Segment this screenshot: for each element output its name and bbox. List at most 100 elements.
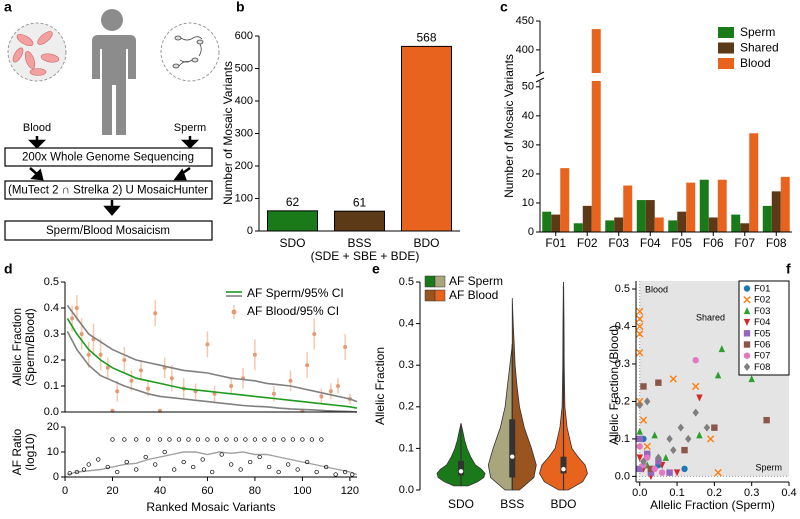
- point: [138, 368, 143, 373]
- bar: [686, 182, 696, 232]
- person: [92, 9, 136, 135]
- x-tick-label: F04: [640, 236, 661, 250]
- axis-break: [535, 77, 545, 83]
- y-tick-label: 500: [235, 62, 253, 74]
- annotation: Shared: [696, 312, 725, 322]
- legend-label: F02: [754, 295, 770, 306]
- box: [560, 456, 567, 474]
- point: [636, 401, 643, 410]
- y-tick-label: 0.1: [399, 442, 414, 454]
- line: [66, 317, 358, 409]
- point: [636, 454, 643, 462]
- point: [122, 358, 127, 362]
- diagram: Blood Sperm 200x Whole Genome Sequencing…: [4, 9, 220, 241]
- sperm-cells: [172, 35, 204, 69]
- y-tick-label: 400: [235, 95, 253, 107]
- bar: [731, 214, 741, 232]
- y-tick-label: 0.4: [44, 302, 59, 314]
- point: [696, 394, 703, 402]
- ratio-point: [300, 437, 305, 442]
- y-tick-label: 450: [516, 15, 534, 27]
- panel-label: a: [4, 0, 12, 15]
- legend-swatch: [434, 289, 446, 302]
- point: [169, 376, 174, 381]
- point: [305, 363, 310, 368]
- x-tick-label: SDO: [448, 497, 474, 511]
- point: [743, 307, 751, 315]
- bar: [591, 81, 601, 232]
- ratio-point: [96, 457, 101, 462]
- y-tick-label: 30: [522, 139, 534, 151]
- bar: [677, 211, 687, 232]
- y-tick-label: 100: [235, 192, 253, 204]
- step-label: 200x Whole Genome Sequencing: [22, 152, 194, 164]
- legend-label: AF Blood/95% CI: [247, 304, 339, 318]
- point: [670, 446, 677, 455]
- y-tick-label: 0.3: [615, 358, 630, 370]
- legend-label: AF Blood: [449, 288, 498, 302]
- point: [681, 465, 688, 473]
- point: [636, 322, 644, 331]
- point: [229, 384, 234, 388]
- ratio-point: [314, 469, 319, 475]
- point: [252, 352, 257, 357]
- y-axis-label: Number of Mosaic Variants: [502, 54, 516, 198]
- ratio-point: [145, 437, 151, 442]
- legend-label: F05: [754, 328, 770, 339]
- ratio-point: [105, 464, 110, 470]
- bar: [582, 205, 592, 232]
- ratio-point: [257, 454, 262, 460]
- bar: [605, 220, 615, 232]
- y-axis-label: Allelic Fraction (Blood): [607, 325, 621, 445]
- ratio-point: [238, 467, 243, 472]
- value-label: 61: [353, 195, 367, 209]
- ratio-point: [271, 437, 277, 442]
- y-axis-label: Number of Mosaic Variants: [221, 61, 235, 205]
- bar: [740, 223, 750, 232]
- ratio-point: [295, 467, 300, 472]
- annotation: Blood: [645, 284, 668, 294]
- panel-label: e: [372, 261, 380, 277]
- ratio-point: [233, 437, 239, 442]
- ratio-point: [214, 437, 220, 442]
- legend-swatch: [718, 27, 734, 38]
- point: [651, 431, 658, 439]
- legend-label: F04: [754, 317, 770, 328]
- ratio-point: [286, 462, 291, 467]
- point: [696, 431, 703, 439]
- violin: [460, 423, 486, 487]
- point: [692, 357, 699, 364]
- y-tick-label: 0.3: [399, 359, 414, 371]
- ratio-line: [67, 451, 358, 476]
- ratio-point: [210, 469, 215, 475]
- y-tick-label: 0.0: [44, 406, 59, 418]
- x-tick-label: 80: [249, 485, 261, 497]
- y-tick-label: 0.5: [44, 276, 59, 288]
- legend-label: Blood: [740, 56, 771, 70]
- point: [86, 352, 91, 357]
- point: [743, 285, 751, 292]
- point: [636, 465, 643, 473]
- value-label: 62: [286, 195, 300, 209]
- point: [636, 435, 643, 443]
- sample-label: Blood: [23, 122, 51, 134]
- bar: [401, 45, 452, 232]
- bar: [645, 200, 655, 232]
- x-tick-label: 100: [293, 485, 311, 497]
- bar: [636, 200, 646, 232]
- annotation: Sperm: [755, 462, 782, 472]
- bar: [573, 223, 583, 232]
- x-tick-label: 120: [341, 485, 359, 497]
- box: [509, 419, 516, 478]
- y-tick-label: 10: [47, 446, 59, 458]
- x-tick-label: 0.1: [669, 487, 684, 499]
- axis-break: [535, 71, 545, 77]
- bar: [780, 176, 790, 232]
- point: [718, 345, 726, 353]
- point: [205, 342, 210, 347]
- y-tick-label: 0.2: [399, 401, 414, 413]
- step-label: Sperm/Blood Mosaicism: [46, 225, 170, 237]
- median: [458, 469, 464, 474]
- ratio-point: [176, 437, 182, 442]
